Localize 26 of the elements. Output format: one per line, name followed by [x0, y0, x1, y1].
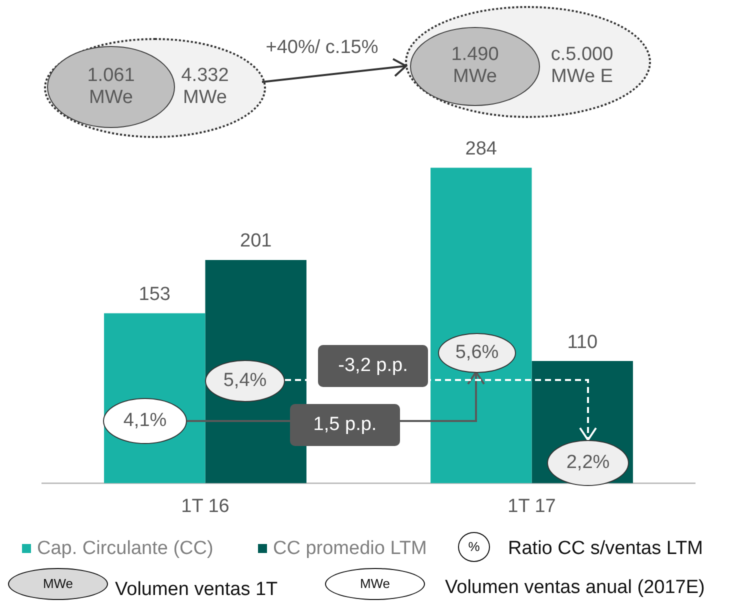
annotation: 4,1%: [123, 410, 167, 432]
x-tick-label: 1T 16: [181, 496, 230, 517]
x-tick-label: 1T 17: [508, 496, 556, 517]
text: %: [468, 538, 480, 556]
text: MWe: [360, 575, 390, 593]
text: 1.490 MWe: [451, 44, 499, 88]
text: MWe: [42, 575, 74, 593]
data-label: 201: [240, 230, 272, 252]
annotation: 1,5 p.p.: [313, 414, 377, 436]
annotation: 5,6%: [455, 342, 499, 364]
bar: [430, 168, 532, 484]
annotation: -3,2 p.p.: [338, 355, 408, 377]
legend-label: Cap. Circulante (CC): [36, 538, 214, 560]
annotation: 2,2%: [566, 452, 610, 474]
text: 1.061 MWe: [87, 65, 135, 109]
text: +40%/ c.15%: [266, 37, 378, 59]
legend-label: CC promedio LTM: [272, 538, 427, 560]
data-label: 153: [138, 284, 170, 305]
text: Ratio CC s/ventas LTM: [508, 538, 703, 560]
text: Volumen ventas anual (2017E): [445, 577, 705, 599]
text: c.5.000 MWe E: [550, 44, 614, 88]
data-label: 110: [567, 332, 598, 353]
data-label: 284: [465, 138, 498, 160]
text: Volumen ventas 1T: [115, 579, 278, 601]
text: 4.332 MWe: [181, 65, 229, 109]
annotation: 5,4%: [223, 370, 267, 392]
